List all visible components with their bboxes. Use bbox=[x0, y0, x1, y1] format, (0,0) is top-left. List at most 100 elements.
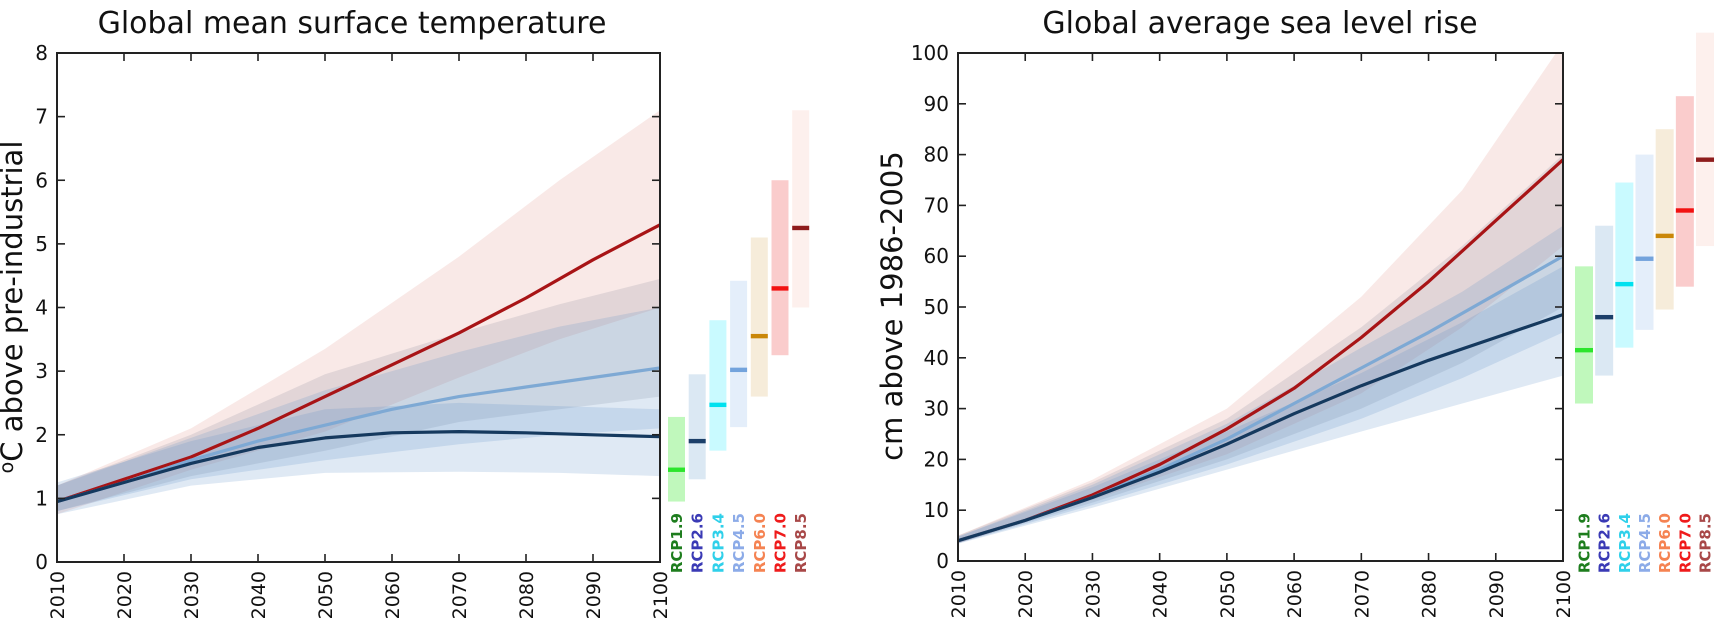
x-tick-label: 2020 bbox=[1015, 570, 1037, 618]
scenario-range-bar-rcp6.0 bbox=[1655, 129, 1674, 310]
dark-red-line bbox=[57, 223, 660, 504]
scenario-range-bar-rcp1.9 bbox=[668, 416, 685, 502]
blue-low-band bbox=[57, 402, 660, 515]
x-tick-label: 2100 bbox=[1553, 570, 1575, 618]
y-tick-label: 3 bbox=[35, 359, 48, 383]
pink-band bbox=[958, 53, 1563, 544]
x-tick-label: 2080 bbox=[1419, 570, 1441, 618]
scenario-median-tick-rcp1.9 bbox=[1575, 347, 1593, 353]
y-tick-label: 60 bbox=[924, 244, 949, 268]
scenario-median-tick-rcp4.5 bbox=[1635, 256, 1654, 261]
x-tick-label: 2100 bbox=[650, 571, 672, 619]
scenario-label-rcp4.5: RCP4.5 bbox=[1636, 513, 1654, 573]
blue-low-band bbox=[958, 266, 1563, 544]
scenario-median-tick-rcp8.5 bbox=[792, 225, 810, 231]
scenario-median-tick-rcp7.0 bbox=[771, 286, 789, 291]
y-tick-label: 90 bbox=[924, 92, 949, 116]
y-tick-label: 6 bbox=[35, 168, 48, 192]
x-tick-label: 2040 bbox=[1150, 570, 1172, 618]
x-tick-label: 2070 bbox=[449, 571, 471, 619]
scenario-label-rcp3.4: RCP3.4 bbox=[709, 513, 727, 573]
navy-line bbox=[57, 430, 660, 504]
scenario-range-bar-rcp1.9 bbox=[1575, 266, 1593, 404]
y-tick-label: 8 bbox=[35, 41, 48, 65]
y-tick-label: 20 bbox=[924, 447, 949, 471]
sea-level-chart-title: Global average sea level rise bbox=[1042, 6, 1477, 41]
degree-superscript: o bbox=[0, 462, 18, 474]
scenario-median-tick-rcp6.0 bbox=[1655, 233, 1674, 239]
scenario-median-tick-rcp1.9 bbox=[668, 467, 685, 472]
y-tick-label: 100 bbox=[911, 41, 949, 65]
temperature-y-axis-label: oC above pre-industrial bbox=[0, 141, 29, 474]
scenario-median-tick-rcp6.0 bbox=[750, 333, 768, 339]
y-tick-label: 0 bbox=[35, 550, 48, 574]
navy-line bbox=[958, 313, 1563, 543]
temperature-chart-title: Global mean surface temperature bbox=[98, 6, 607, 41]
y-tick-label: 10 bbox=[924, 498, 949, 522]
scenario-median-tick-rcp2.6 bbox=[688, 438, 706, 444]
scenario-label-rcp1.9: RCP1.9 bbox=[668, 513, 686, 573]
x-tick-label: 2090 bbox=[583, 571, 605, 619]
x-tick-label: 2030 bbox=[1082, 570, 1104, 618]
x-tick-label: 2010 bbox=[948, 570, 970, 618]
scenario-range-bar-rcp7.0 bbox=[1675, 96, 1694, 287]
scenario-range-bar-rcp2.6 bbox=[1595, 225, 1614, 376]
x-tick-label: 2060 bbox=[382, 571, 404, 619]
scenario-label-rcp1.9: RCP1.9 bbox=[1576, 513, 1594, 573]
scenario-label-rcp3.4: RCP3.4 bbox=[1616, 513, 1634, 573]
scenario-label-rcp2.6: RCP2.6 bbox=[1596, 513, 1614, 573]
scenario-label-rcp8.5: RCP8.5 bbox=[792, 513, 810, 573]
x-tick-label: 2050 bbox=[1217, 570, 1239, 618]
scenario-range-bar-rcp3.4 bbox=[709, 320, 727, 451]
scenario-median-tick-rcp7.0 bbox=[1675, 208, 1694, 213]
scenario-median-tick-rcp3.4 bbox=[1615, 281, 1634, 287]
x-tick-label: 2020 bbox=[114, 571, 136, 619]
scenario-label-rcp7.0: RCP7.0 bbox=[772, 513, 790, 573]
y-tick-label: 40 bbox=[924, 346, 949, 370]
pink-band bbox=[57, 110, 660, 515]
y-tick-label: 7 bbox=[35, 105, 48, 129]
scenario-median-tick-rcp2.6 bbox=[1595, 314, 1614, 320]
x-tick-label: 2070 bbox=[1351, 570, 1373, 618]
y-tick-label: 2 bbox=[35, 423, 48, 447]
scenario-median-tick-rcp4.5 bbox=[730, 367, 748, 373]
y-tick-label: 30 bbox=[924, 397, 949, 421]
scenario-range-bar-rcp3.4 bbox=[1615, 182, 1634, 348]
x-tick-label: 2090 bbox=[1486, 570, 1508, 618]
plot-area bbox=[57, 110, 660, 515]
scenario-label-rcp2.6: RCP2.6 bbox=[689, 513, 707, 573]
x-tick-label: 2060 bbox=[1284, 570, 1306, 618]
scenario-range-bar-rcp8.5 bbox=[792, 110, 810, 308]
scenario-range-bar-rcp6.0 bbox=[750, 237, 768, 397]
scenario-range-bar-rcp4.5 bbox=[730, 280, 748, 428]
x-tick-label: 2040 bbox=[248, 571, 270, 619]
x-tick-label: 2030 bbox=[181, 571, 203, 619]
x-tick-label: 2080 bbox=[516, 571, 538, 619]
x-tick-label: 2010 bbox=[47, 571, 69, 619]
plot-area bbox=[958, 53, 1563, 544]
gray-band bbox=[57, 278, 660, 512]
x-tick-label: 2050 bbox=[315, 571, 337, 619]
sea-level-y-axis-label: cm above 1986-2005 bbox=[875, 151, 909, 461]
blue-mid-band bbox=[958, 225, 1563, 544]
scenario-median-tick-rcp8.5 bbox=[1696, 157, 1715, 162]
scenario-label-rcp6.0: RCP6.0 bbox=[751, 513, 769, 573]
y-tick-label: 5 bbox=[35, 232, 48, 256]
scenario-range-bar-rcp8.5 bbox=[1696, 32, 1715, 247]
scenario-median-tick-rcp3.4 bbox=[709, 402, 727, 408]
scenario-range-bar-rcp4.5 bbox=[1635, 154, 1654, 330]
scenario-label-rcp7.0: RCP7.0 bbox=[1676, 513, 1694, 573]
scenario-label-rcp4.5: RCP4.5 bbox=[730, 513, 748, 573]
gray-band bbox=[958, 154, 1563, 544]
y-tick-label: 1 bbox=[35, 486, 48, 510]
y-tick-label: 0 bbox=[936, 549, 949, 573]
y-tick-label: 50 bbox=[924, 295, 949, 319]
sea-level-chart: 2010 2020 2030 2040 2050 2060 2070 2080 2090 2100… bbox=[911, 32, 1715, 618]
scenario-range-bar-rcp7.0 bbox=[771, 180, 789, 356]
y-tick-label: 4 bbox=[35, 296, 48, 320]
scenario-range-bar-rcp2.6 bbox=[688, 374, 706, 480]
scenario-label-rcp6.0: RCP6.0 bbox=[1656, 513, 1674, 573]
scenario-label-rcp8.5: RCP8.5 bbox=[1697, 513, 1715, 573]
